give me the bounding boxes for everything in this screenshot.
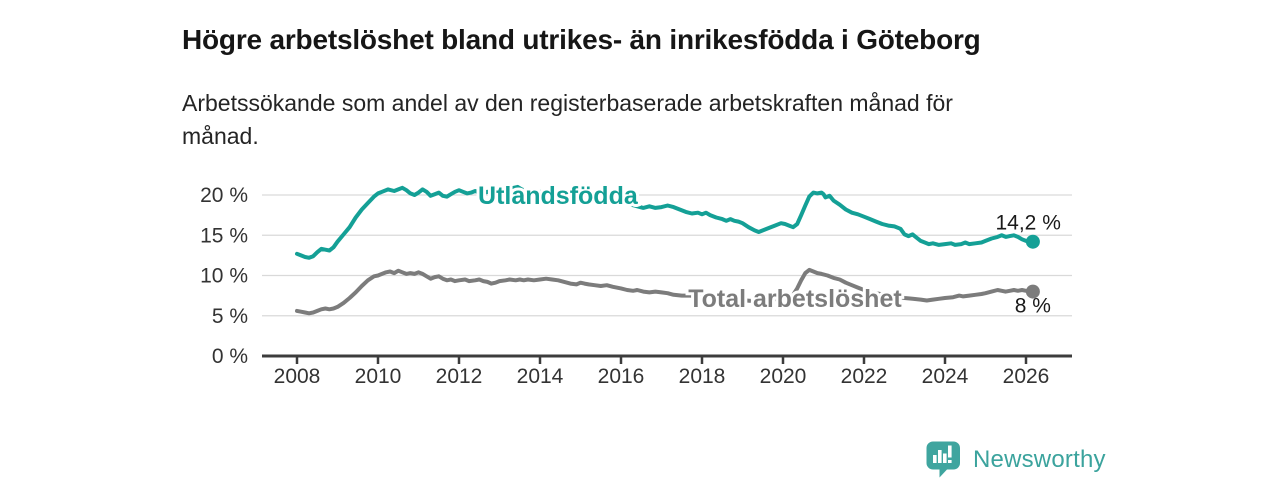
x-axis-tick-label: 2012 <box>436 365 483 388</box>
newsworthy-logo-icon <box>926 441 960 478</box>
x-axis-tick-label: 2014 <box>517 365 564 388</box>
x-axis-tick-label: 2016 <box>598 365 645 388</box>
series-line-utlandsf-dda <box>295 184 1035 260</box>
logo-bars <box>933 445 952 463</box>
x-axis-tick-label: 2026 <box>1003 365 1050 388</box>
x-axis-tick-label: 2010 <box>355 365 402 388</box>
x-axis-tick-label: 2024 <box>922 365 969 388</box>
y-axis-tick-label: 20 % <box>200 184 248 207</box>
y-axis-tick-label: 15 % <box>200 224 248 247</box>
series-end-dot <box>1025 284 1040 299</box>
x-axis-tick-label: 2020 <box>760 365 807 388</box>
newsworthy-logo: Newsworthy <box>926 441 1106 478</box>
y-axis-tick-label: 10 % <box>200 265 248 288</box>
x-axis-tick-label: 2008 <box>274 365 321 388</box>
y-axis-tick-label: 0 % <box>212 345 248 368</box>
x-axis-tick-label: 2022 <box>841 365 888 388</box>
x-axis-tick-label: 2018 <box>679 365 726 388</box>
newsworthy-logo-text: Newsworthy <box>973 445 1106 473</box>
series-label: Total arbetslöshet <box>688 285 902 313</box>
series-line-total-arbetsl-shet <box>295 267 1035 316</box>
series-end-value-label: 8 % <box>1015 295 1051 318</box>
chart-subtitle: Arbetssökande som andel av den registerb… <box>182 90 953 149</box>
y-axis-tick-label: 5 % <box>212 305 248 328</box>
series-label: Utlandsfödda <box>478 182 639 210</box>
series-end-value-label: 14,2 % <box>995 212 1060 235</box>
series-end-dot <box>1025 234 1040 249</box>
page-title: Högre arbetslöshet bland utrikes- än inr… <box>182 23 981 55</box>
